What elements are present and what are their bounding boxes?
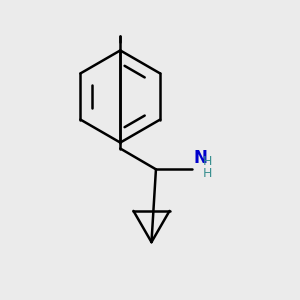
Text: H: H bbox=[203, 167, 212, 180]
Text: N: N bbox=[193, 149, 207, 167]
Text: H: H bbox=[203, 155, 212, 168]
